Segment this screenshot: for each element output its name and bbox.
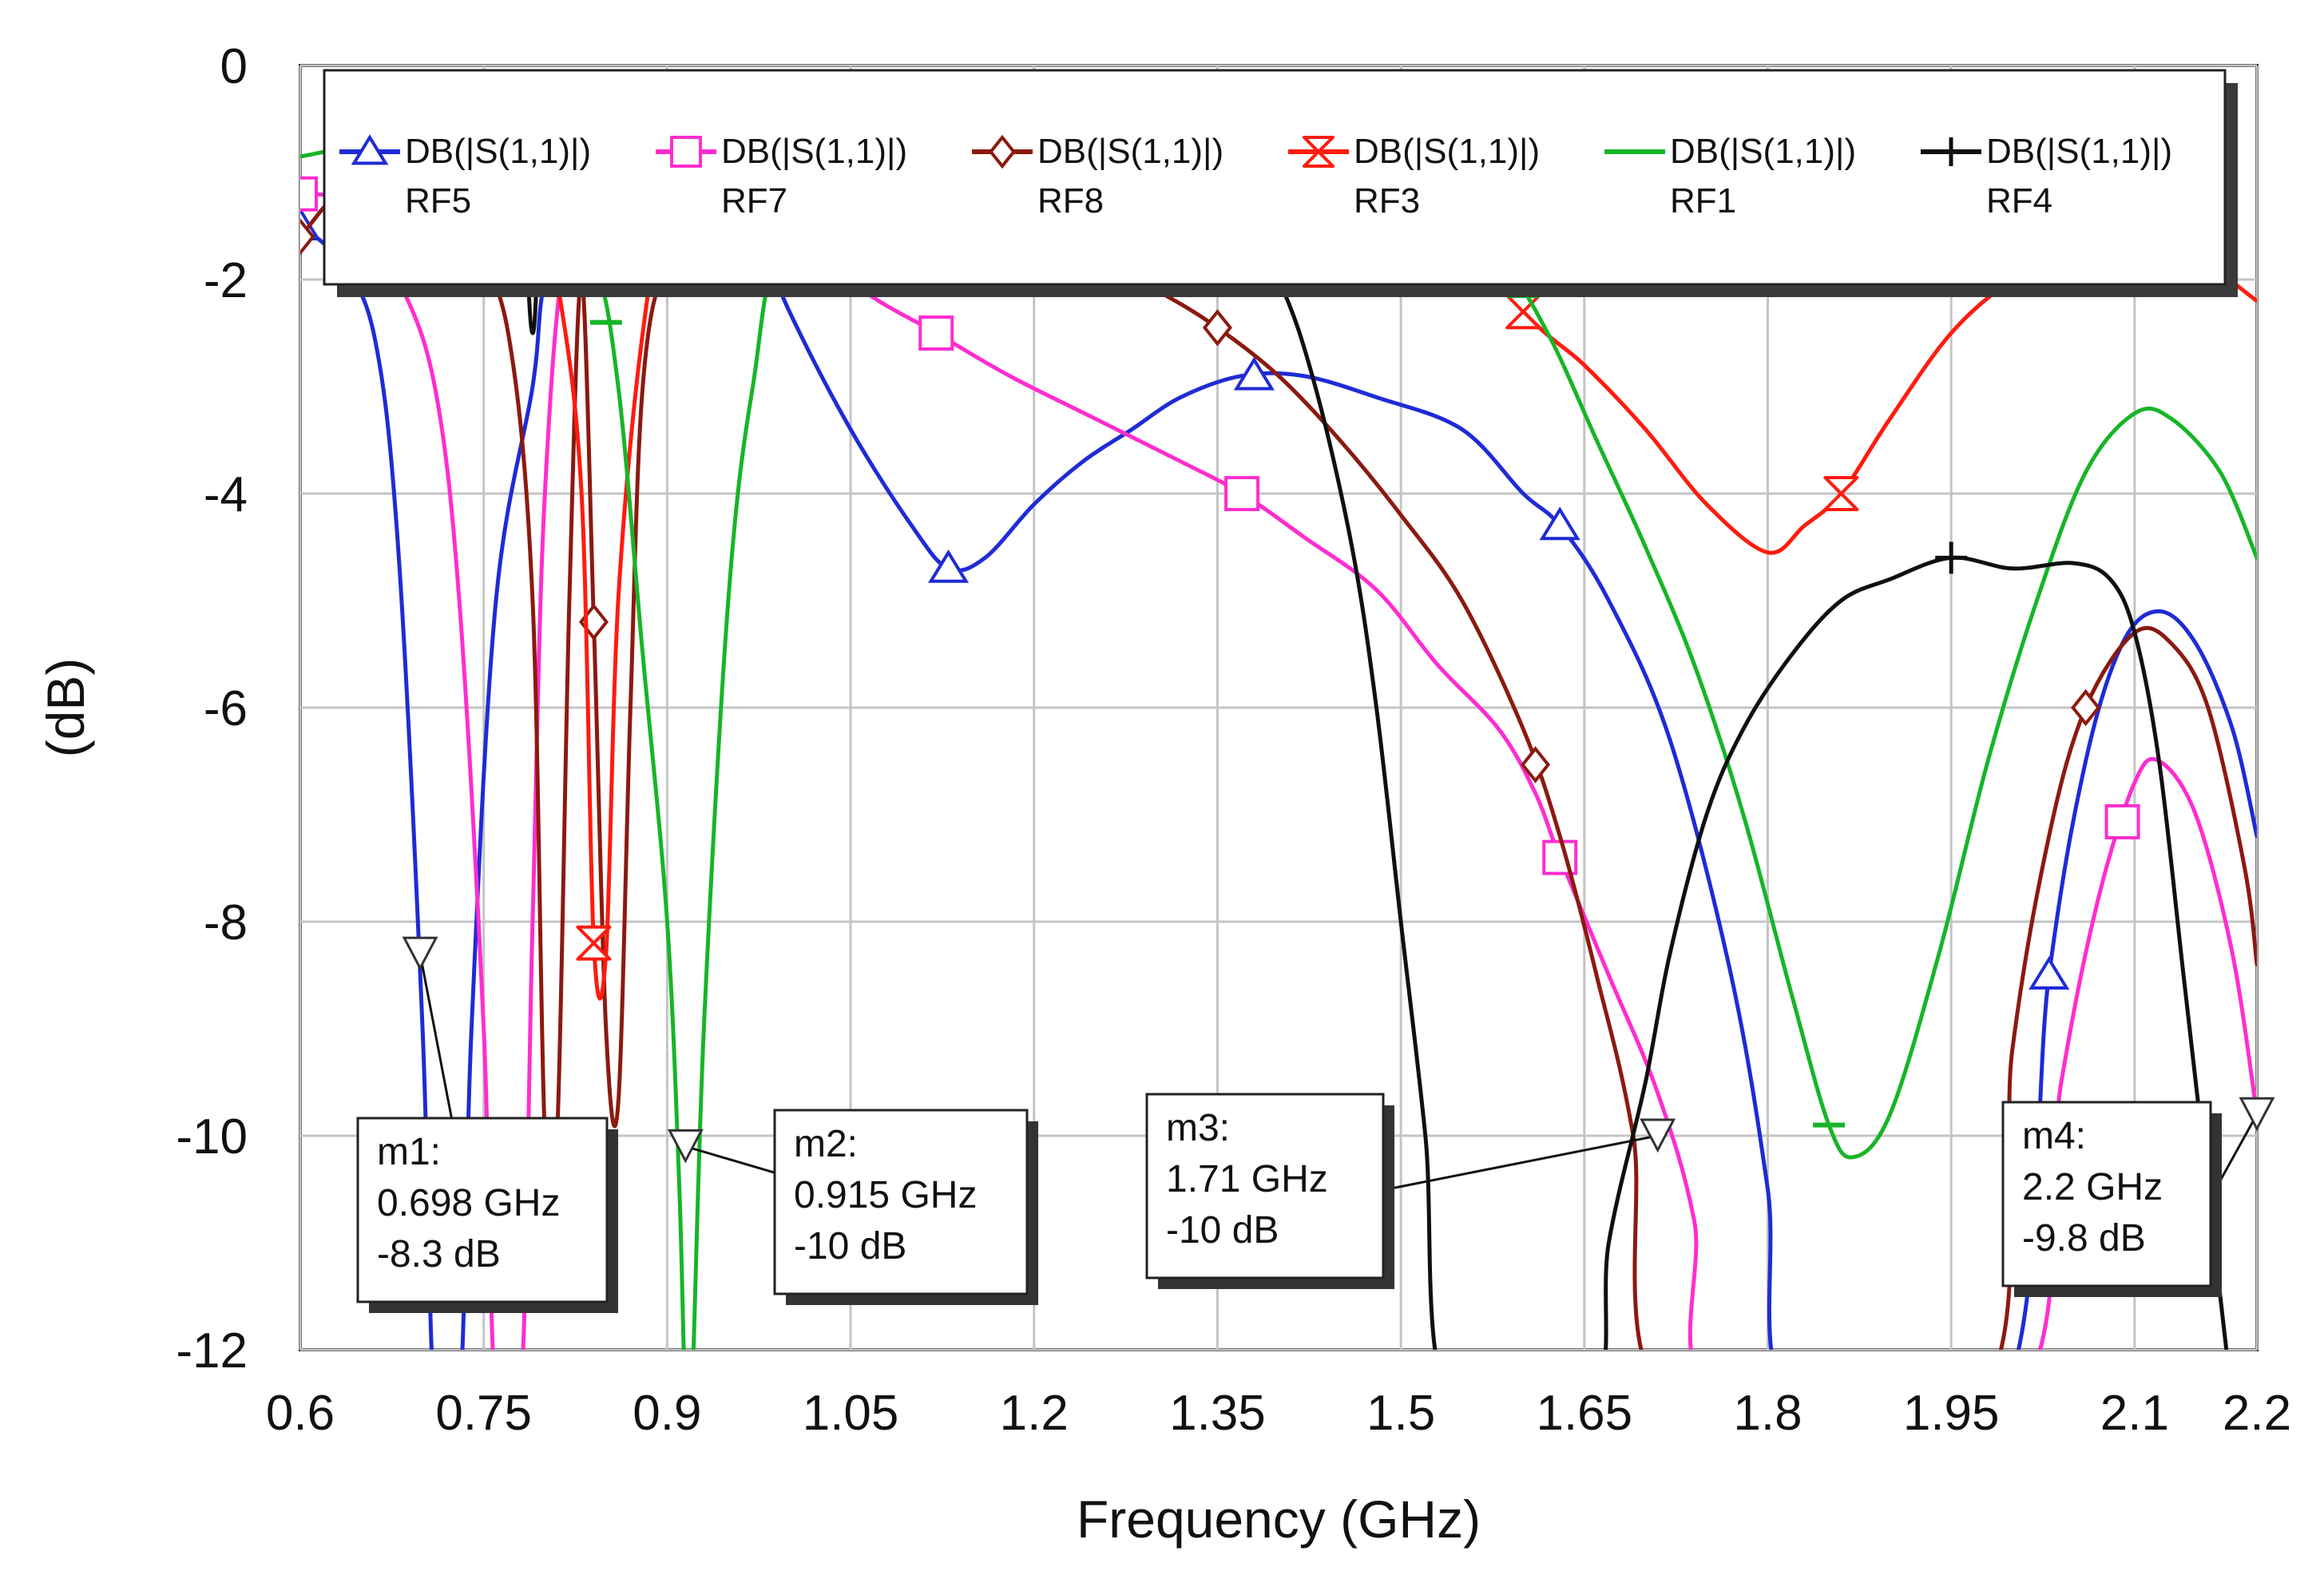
hourglass-marker <box>1823 476 1859 511</box>
square-marker <box>1224 476 1260 511</box>
legend-sublabel: RF5 <box>405 181 471 220</box>
legend-label: DB(|S(1,1)|) <box>1986 132 2172 171</box>
y-tick-label: -10 <box>176 1109 248 1164</box>
diamond-symbol <box>989 134 1016 169</box>
legend-sublabel: RF1 <box>1670 181 1736 220</box>
triangle-marker <box>1539 506 1580 541</box>
diamond-marker <box>300 218 315 256</box>
legend-sublabel: RF7 <box>721 181 787 220</box>
square-symbol <box>2104 803 2140 839</box>
square-symbol <box>918 315 954 351</box>
x-tick-label: 1.8 <box>1733 1386 1802 1441</box>
y-tick-label: -8 <box>204 895 248 950</box>
hourglass-marker <box>576 925 612 961</box>
annotation-frequency: 1.71 GHz <box>1166 1158 1328 1200</box>
annotation-value: -9.8 dB <box>2022 1217 2146 1260</box>
annotation-value: -10 dB <box>794 1225 906 1268</box>
annotation-label: m3: <box>1166 1107 1230 1149</box>
y-tick-label: -4 <box>204 467 248 522</box>
x-tick-label: 2.1 <box>2100 1386 2169 1441</box>
triangle-marker <box>927 549 970 583</box>
legend-label: DB(|S(1,1)|) <box>1670 132 1856 171</box>
hourglass-symbol <box>576 925 612 961</box>
legend-box <box>323 69 2227 286</box>
hourglass-symbol <box>1823 476 1859 511</box>
legend-sublabel: RF3 <box>1354 181 1420 220</box>
annotation-pointer <box>2239 1097 2275 1132</box>
x-tick-label: 0.6 <box>266 1386 335 1441</box>
legend-label: DB(|S(1,1)|) <box>1354 132 1540 171</box>
square-marker <box>670 136 702 168</box>
legend-label: DB(|S(1,1)|) <box>405 132 591 171</box>
x-tick-label: 1.65 <box>1536 1386 1632 1441</box>
legend: DB(|S(1,1)|) RF5 DB(|S(1,1)|) RF7 DB(|S(1,1)… <box>323 69 2238 297</box>
legend-label: DB(|S(1,1)|) <box>1037 132 1223 171</box>
square-marker <box>2104 803 2140 839</box>
triangle-marker <box>1233 356 1275 391</box>
square-symbol <box>1224 476 1260 511</box>
triangle-symbol <box>351 134 389 165</box>
triangle-marker <box>351 134 389 165</box>
y-tick-label: -2 <box>204 253 248 308</box>
annotation-label: m4: <box>2022 1115 2086 1157</box>
hourglass-marker <box>1303 136 1335 168</box>
diamond-symbol <box>300 218 315 256</box>
diamond-marker <box>1521 746 1551 784</box>
annotation-value: -10 dB <box>1166 1209 1279 1252</box>
marker-annotations: m1: 0.698 GHz -8.3 dB m2: 0.915 GHz -10 dB m3:… <box>356 936 2275 1313</box>
x-tick-label: 1.95 <box>1903 1386 2000 1441</box>
annotation-frequency: 0.698 GHz <box>377 1182 560 1224</box>
triangle-symbol <box>927 549 970 583</box>
x-axis-title: Frequency (GHz) <box>1077 1490 1481 1549</box>
annotation-leader <box>1382 1134 1658 1192</box>
annotation-box-m4 <box>2001 1101 2212 1287</box>
x-tick-label: 1.05 <box>803 1386 899 1441</box>
triangle-symbol <box>2029 956 2070 990</box>
annotation-value: -8.3 dB <box>377 1233 501 1275</box>
triangle-symbol <box>1233 356 1275 391</box>
axis-ticks: 0.6 0.75 0.9 1.05 1.2 1.35 1.5 1.65 1.8 1.95 2.1 2.… <box>176 39 2291 1441</box>
x-tick-label: 1.2 <box>1000 1386 1069 1441</box>
square-marker <box>300 176 318 212</box>
annotation-box-m1 <box>356 1117 609 1303</box>
diamond-marker <box>1202 309 1232 347</box>
x-tick-label: 1.5 <box>1366 1386 1435 1441</box>
x-tick-label: 2.2 <box>2223 1386 2291 1441</box>
y-axis-title: (dB) <box>36 658 95 758</box>
legend-sublabel: RF8 <box>1037 181 1104 220</box>
triangle-marker <box>2029 956 2070 990</box>
y-tick-label: 0 <box>220 39 248 94</box>
y-tick-label: -6 <box>204 681 248 736</box>
y-tick-label: -12 <box>176 1323 248 1379</box>
annotation-pointer <box>1640 1118 1676 1153</box>
diamond-symbol <box>1202 309 1232 347</box>
annotation-box-m2 <box>773 1109 1029 1295</box>
x-tick-label: 0.75 <box>435 1386 532 1441</box>
diamond-marker <box>989 134 1016 169</box>
hourglass-symbol <box>1303 136 1335 168</box>
annotation-frequency: 2.2 GHz <box>2022 1166 2163 1208</box>
plus-symbol <box>1937 137 1965 166</box>
x-tick-label: 1.35 <box>1169 1386 1266 1441</box>
annotation-label: m1: <box>377 1131 441 1173</box>
square-symbol <box>670 136 702 168</box>
legend-items: DB(|S(1,1)|) RF5 DB(|S(1,1)|) RF7 DB(|S(1,1)… <box>339 132 2172 220</box>
diamond-symbol <box>1521 746 1551 784</box>
legend-label: DB(|S(1,1)|) <box>721 132 907 171</box>
x-tick-label: 0.9 <box>633 1386 701 1441</box>
square-marker <box>918 315 954 351</box>
diamond-symbol <box>2071 688 2101 727</box>
square-symbol <box>300 176 318 212</box>
annotation-pointer <box>402 936 438 971</box>
annotation-box-m3 <box>1145 1093 1385 1279</box>
annotation-frequency: 0.915 GHz <box>794 1174 977 1216</box>
legend-sublabel: RF4 <box>1986 181 2052 220</box>
annotation-pointer <box>667 1129 704 1164</box>
plus-symbol <box>1935 542 1968 574</box>
annotation-label: m2: <box>794 1123 858 1165</box>
series-line-rf5 <box>300 111 2257 1350</box>
diamond-marker <box>2071 688 2101 727</box>
triangle-symbol <box>1539 506 1580 541</box>
